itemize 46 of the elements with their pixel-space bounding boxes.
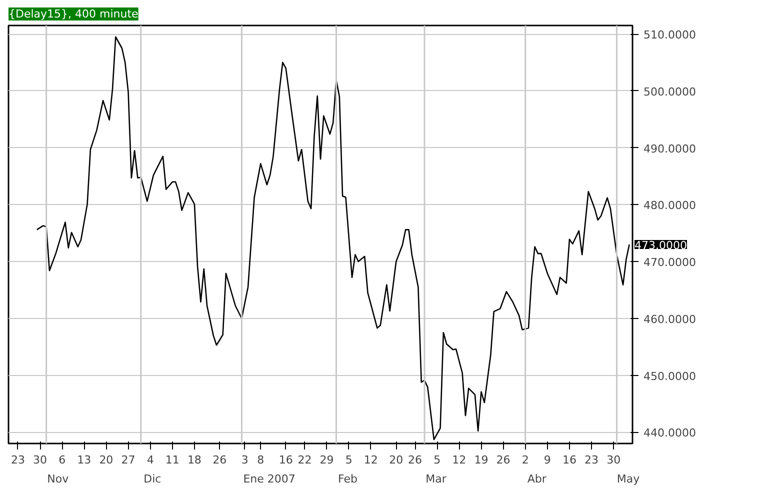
x-tick-label: 4 (146, 454, 154, 466)
ref-line-label: Feb (338, 472, 358, 486)
y-tick-label: 490.0000 (644, 142, 696, 156)
x-tick-label: 16 (278, 454, 293, 466)
y-tick-label: 470.0000 (644, 256, 696, 270)
ref-line-label: Nov (47, 472, 70, 486)
x-tick-label: 18 (187, 454, 202, 466)
x-tick-label: 11 (165, 454, 180, 466)
x-tick-label: 19 (474, 454, 488, 466)
x-tick-label: 29 (320, 454, 334, 466)
x-tick-label: 20 (389, 454, 404, 466)
chart-title: {Delay15}, 400 minute (8, 8, 139, 20)
x-tick-label: 26 (496, 454, 510, 466)
y-tick-label: 500.0000 (644, 85, 696, 98)
y-tick-label: 450.0000 (644, 370, 696, 383)
x-tick-label: 8 (257, 454, 264, 466)
x-tick-label: 3 (241, 454, 248, 466)
ref-line-label: Mar (426, 472, 447, 486)
y-tick-label: 460.0000 (644, 312, 696, 326)
x-tick-label: 6 (58, 454, 66, 466)
ref-line-label: Ene 2007 (243, 472, 296, 486)
x-tick-label: 26 (212, 454, 227, 466)
x-tick-label: 13 (77, 454, 92, 466)
x-tick-label: 9 (544, 454, 551, 466)
x-tick-label: 20 (99, 454, 114, 466)
x-tick-label: 5 (345, 454, 352, 466)
line-series (36, 36, 630, 440)
x-tick-label: 30 (33, 454, 48, 466)
x-tick-label: 22 (298, 454, 312, 466)
x-tick-label: 16 (562, 454, 576, 466)
text: 473.0000 (634, 238, 687, 252)
x-tick-label: 23 (10, 454, 25, 466)
y-tick-label: 440.0000 (644, 426, 696, 440)
x-tick-label: 26 (408, 454, 422, 466)
ref-line-label: May (616, 472, 640, 486)
x-tick-label: 30 (606, 454, 621, 466)
x-tick-label: 23 (584, 454, 599, 466)
x-tick-label: 5 (434, 454, 441, 466)
x-tick-label: 12 (364, 454, 378, 466)
x-tick-label: 12 (452, 454, 466, 466)
ref-line-label: Abr (527, 472, 547, 486)
x-tick-label: 2 (522, 454, 529, 466)
y-tick-label: 480.0000 (644, 199, 696, 212)
y-tick-label: 510.0000 (644, 28, 696, 42)
x-tick-label: 27 (121, 454, 136, 466)
ref-line-label: Dic (144, 472, 162, 486)
